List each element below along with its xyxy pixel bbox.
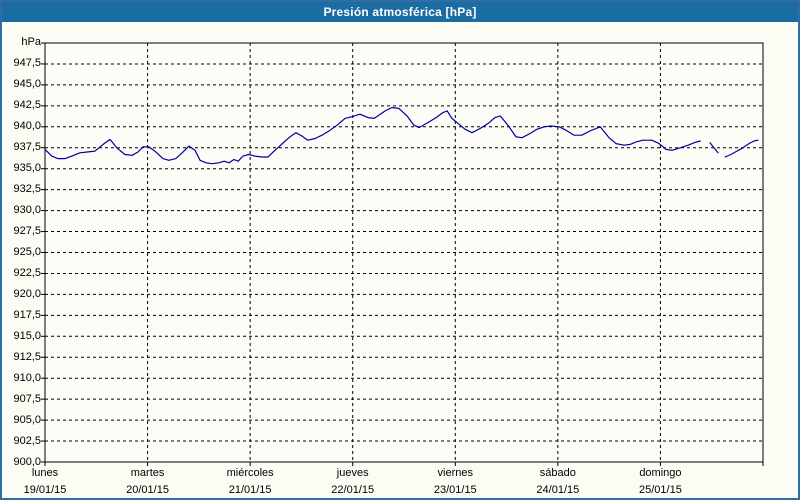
day-date-label: 25/01/15 [639, 484, 682, 496]
y-tick-label: 930,0 [13, 204, 41, 217]
day-name-label: martes [130, 467, 165, 479]
pressure-series-line [44, 106, 701, 165]
day-name-label: sábado [539, 467, 576, 479]
y-tick-label: 922,5 [13, 266, 41, 279]
day-date-label: 20/01/15 [126, 484, 169, 496]
y-axis-unit-label: hPa [21, 36, 41, 48]
day-name-label: miércoles [226, 467, 274, 479]
y-tick-label: 910,0 [13, 371, 41, 384]
y-tick-label: 927,5 [13, 225, 41, 238]
day-date-label: 21/01/15 [228, 484, 272, 496]
day-name-label: viernes [437, 467, 474, 479]
pressure-series-line [724, 139, 759, 158]
chart-title-bar: Presión atmosférica [hPa] [2, 2, 798, 22]
y-tick-label: 902,5 [13, 434, 41, 447]
y-tick-label: 905,0 [13, 413, 41, 426]
y-tick-label: 932,5 [13, 183, 41, 196]
y-tick-label: 915,0 [13, 329, 41, 342]
y-tick-label: 937,5 [13, 141, 41, 154]
day-date-label: 24/01/15 [536, 484, 580, 496]
y-tick-label: 912,5 [13, 350, 41, 363]
day-date-label: 23/01/15 [433, 484, 477, 496]
y-tick-label: 935,0 [13, 162, 41, 175]
day-name-label: jueves [336, 467, 369, 479]
y-tick-label: 925,0 [13, 246, 41, 258]
day-date-label: 19/01/15 [23, 484, 67, 496]
day-date-label: 22/01/15 [331, 484, 375, 496]
y-tick-label: 947,5 [13, 57, 41, 70]
plot-border [44, 42, 764, 463]
pressure-line-chart [41, 42, 764, 466]
pressure-series-line [709, 142, 719, 154]
y-tick-label: 920,0 [13, 287, 41, 300]
day-name-label: lunes [31, 467, 59, 479]
y-tick-label: 940,0 [13, 120, 41, 133]
y-tick-label: 942,5 [13, 99, 41, 112]
day-name-label: domingo [639, 467, 682, 479]
plot-background [45, 43, 763, 462]
y-tick-label: 900,0 [13, 455, 41, 468]
y-tick-label: 945,0 [13, 78, 41, 91]
y-tick-label: 917,5 [13, 308, 41, 321]
y-tick-label: 907,5 [13, 392, 41, 405]
chart-area: hPa 947,5 945,0 942,5 940,0 937,5 935,0 932,5 9… [2, 22, 798, 498]
chart-title: Presión atmosférica [hPa] [323, 5, 477, 19]
